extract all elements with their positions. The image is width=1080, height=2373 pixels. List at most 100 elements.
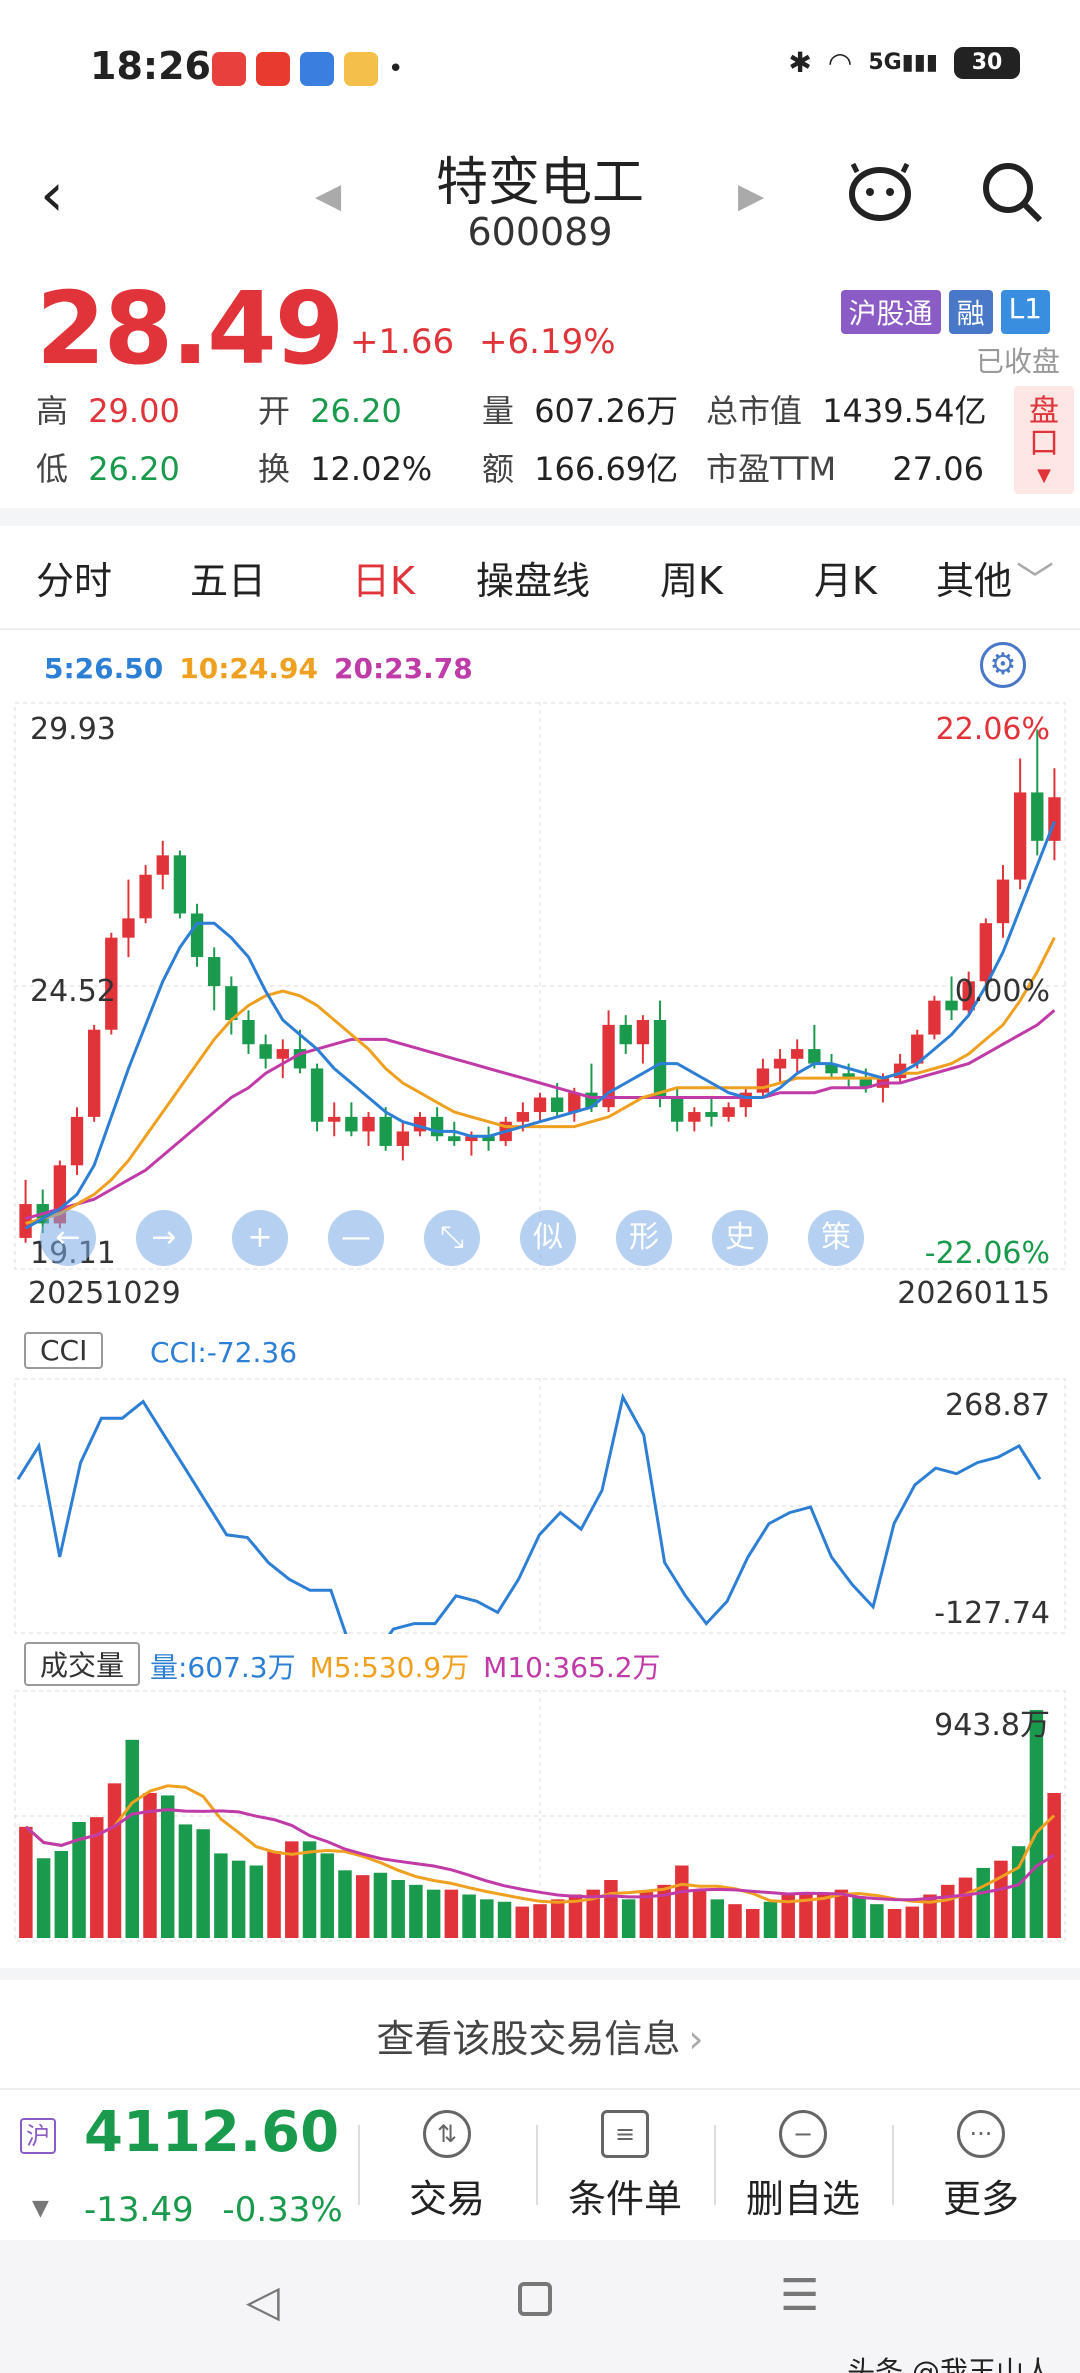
pankou-button[interactable]: 盘口 ▼ [1014, 386, 1074, 494]
tab-weekly-k[interactable]: 周K [660, 559, 723, 603]
volume-bar [976, 1867, 990, 1938]
volume-bar [621, 1899, 636, 1938]
stock-tags: 沪股通 融 L1 [840, 290, 1050, 334]
candle-body [259, 1044, 272, 1059]
conditional-order-button[interactable]: ≡ 条件单 [550, 2110, 700, 2223]
more-notifications-dot: • [388, 54, 404, 84]
candle-body [379, 1116, 392, 1146]
prev-stock-arrow[interactable]: ◀ [315, 176, 342, 216]
date-start: 20251029 [28, 1276, 181, 1311]
volume-bar [107, 1783, 122, 1938]
divider [536, 2125, 538, 2205]
volume-bar [799, 1892, 813, 1938]
candle-body [602, 1024, 615, 1108]
bluetooth-icon: ✱ [788, 46, 812, 79]
candle-body [310, 1068, 324, 1122]
kline-pct-bottom: -22.06% [924, 1236, 1050, 1271]
volume-label: 量 [482, 392, 515, 430]
stat-mktcap: 总市值 1439.54亿 [706, 386, 987, 432]
zoom-out-button[interactable]: — [328, 1210, 384, 1266]
candle-body [516, 1112, 530, 1122]
ma20-label: 20:23.78 [333, 652, 473, 685]
section-divider [0, 1968, 1080, 1980]
vol-top: 943.8万 [934, 1708, 1050, 1743]
volume-bar [834, 1889, 849, 1938]
volume-bar [710, 1899, 725, 1938]
volume-bar [355, 1875, 370, 1938]
trade-icon: ⇅ [423, 2110, 471, 2158]
remove-watchlist-label: 删自选 [745, 2177, 860, 2221]
pankou-label: 盘口 [1029, 394, 1059, 461]
volume-bar [444, 1889, 459, 1938]
stat-open: 开 26.20 [258, 386, 402, 432]
tag-hsgt[interactable]: 沪股通 [840, 290, 941, 334]
candle-body [87, 1029, 101, 1117]
status-time: 18:26 [90, 44, 211, 88]
candle-body [465, 1136, 478, 1142]
tag-level1[interactable]: L1 [1000, 290, 1050, 334]
pattern-button[interactable]: 形 [616, 1210, 672, 1266]
history-button[interactable]: 史 [712, 1210, 768, 1266]
period-tabs: 分时 五日 日K 操盘线 周K 月K 其他 ﹀ [0, 550, 1080, 610]
candle-body [345, 1116, 358, 1132]
volume-bar [746, 1909, 760, 1938]
volume-bar [19, 1826, 33, 1938]
cci-indicator-selector[interactable]: CCI [24, 1332, 104, 1369]
nav-home-icon[interactable] [518, 2282, 552, 2316]
settings-gear-icon[interactable]: ⚙ [980, 642, 1026, 688]
candle-body [550, 1097, 564, 1113]
high-label: 高 [36, 392, 69, 430]
tab-daily-k[interactable]: 日K [352, 559, 415, 603]
tag-margin[interactable]: 融 [948, 290, 993, 334]
pan-left-button[interactable]: ← [40, 1210, 96, 1266]
cci-chart[interactable] [14, 1378, 1066, 1634]
signal-5g-icon: 5G▮▮▮ [868, 50, 938, 75]
volume-bar [54, 1851, 69, 1938]
search-icon[interactable] [980, 160, 1046, 226]
kline-y-top: 29.93 [30, 712, 116, 747]
mascot-icon[interactable] [845, 158, 915, 224]
chevron-right-icon: › [688, 2017, 704, 2061]
volume-bar [497, 1901, 512, 1938]
similar-button[interactable]: 似 [520, 1210, 576, 1266]
sh-index-value[interactable]: 4112.60 [84, 2100, 340, 2165]
candle-body [619, 1024, 632, 1045]
toutiao-app-icon [256, 52, 290, 86]
tab-five-day[interactable]: 五日 [190, 559, 267, 603]
more-button[interactable]: ··· 更多 [906, 2110, 1056, 2223]
candle-body [242, 1020, 255, 1045]
stock-code: 600089 [467, 210, 613, 254]
trade-info-link[interactable]: 查看该股交易信息 › [0, 2008, 1080, 2063]
tab-other[interactable]: 其他 ﹀ [936, 550, 1054, 605]
zoom-in-button[interactable]: + [232, 1210, 288, 1266]
volume-bar [125, 1739, 139, 1938]
volume-indicator-selector[interactable]: 成交量 [24, 1642, 141, 1686]
bottom-action-bar [0, 2088, 1080, 2240]
vol-m5: M5:530.9万 [309, 1651, 470, 1684]
pan-right-button[interactable]: → [136, 1210, 192, 1266]
candle-body [791, 1049, 804, 1059]
volume-bar [958, 1877, 973, 1938]
tab-intraday[interactable]: 分时 [36, 559, 113, 603]
trade-button[interactable]: ⇅ 交易 [372, 2110, 522, 2223]
nav-menu-icon[interactable]: ☰ [780, 2270, 820, 2321]
volume-bar [426, 1889, 441, 1938]
tab-monthly-k[interactable]: 月K [814, 559, 877, 603]
tab-other-label: 其他 [936, 559, 1013, 603]
strategy-button[interactable]: 策 [808, 1210, 864, 1266]
stat-high: 高 29.00 [36, 386, 180, 432]
back-button[interactable]: ‹ [40, 160, 64, 230]
kline-chart[interactable] [14, 702, 1066, 1270]
remove-watchlist-button[interactable]: − 删自选 [728, 2110, 878, 2223]
volume-chart[interactable] [14, 1690, 1066, 1942]
volume-value: 607.26万 [534, 392, 679, 430]
sh-index-change-value: -13.49 [84, 2190, 194, 2230]
sh-index-change-pct: -0.33% [222, 2190, 343, 2230]
volume-bar [249, 1865, 264, 1938]
pe-label: 市盈TTM [706, 450, 837, 488]
tab-trading-line[interactable]: 操盘线 [476, 559, 591, 603]
fullscreen-button[interactable]: ⤡ [424, 1210, 480, 1266]
nav-back-icon[interactable]: ◁ [246, 2276, 280, 2327]
volume-bar [480, 1899, 494, 1938]
next-stock-arrow[interactable]: ▶ [738, 176, 765, 216]
